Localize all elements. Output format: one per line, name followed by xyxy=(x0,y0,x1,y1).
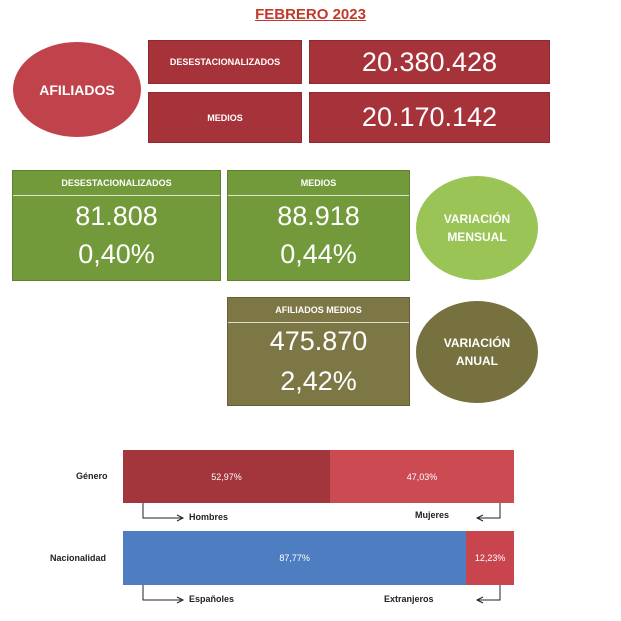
nacionalidad-espanoles-label: Españoles xyxy=(189,594,235,604)
anual-afiliados-medios-percent: 2,42% xyxy=(280,366,357,396)
mensual-medios-percent: 0,44% xyxy=(280,239,357,269)
genero-mujeres-percent: 47,03% xyxy=(406,471,438,482)
mensual-medios-value: 88.918 xyxy=(277,201,360,231)
afiliados-label: AFILIADOS xyxy=(39,81,115,98)
afiliados-desestacionalizados-label-box: DESESTACIONALIZADOS xyxy=(148,40,302,84)
afiliados-medios-value-box: 20.170.142 xyxy=(309,92,550,143)
variacion-mensual-label-line2: MENSUAL xyxy=(447,230,507,244)
mensual-medios-card: MEDIOS 88.918 0,44% xyxy=(227,170,410,281)
mensual-medios-header: MEDIOS xyxy=(228,171,409,196)
anual-afiliados-medios-header: AFILIADOS MEDIOS xyxy=(228,298,409,323)
genero-bar: 52,97% 47,03% xyxy=(123,450,514,503)
espanoles-arrowhead xyxy=(176,596,185,604)
mensual-desestacionalizados-card: DESESTACIONALIZADOS 81.808 0,40% xyxy=(12,170,221,281)
nacionalidad-extranjeros-percent: 12,23% xyxy=(474,553,506,563)
variacion-anual-label-line1: VARIACIÓN xyxy=(443,336,511,350)
hombres-arrow xyxy=(142,503,182,519)
afiliados-medios-label-box: MEDIOS xyxy=(148,92,302,143)
mensual-desestacionalizados-percent: 0,40% xyxy=(78,239,155,269)
nacionalidad-extranjeros-segment: 12,23% xyxy=(466,531,514,585)
variacion-anual-label-line2: ANUAL xyxy=(455,354,498,368)
genero-hombres-label: Hombres xyxy=(189,512,229,522)
nacionalidad-extranjeros-label: Extranjeros xyxy=(384,594,434,604)
afiliados-medios-label: MEDIOS xyxy=(207,112,243,123)
nacionalidad-espanoles-percent: 87,77% xyxy=(279,553,310,563)
anual-afiliados-medios-card: AFILIADOS MEDIOS 475.870 2,42% xyxy=(227,297,410,406)
afiliados-desestacionalizados-value-box: 20.380.428 xyxy=(309,40,550,84)
genero-mujeres-label: Mujeres xyxy=(415,510,450,520)
genero-mujeres-segment: 47,03% xyxy=(330,450,514,503)
page-title: FEBRERO 2023 xyxy=(255,6,366,23)
mensual-desestacionalizados-value: 81.808 xyxy=(75,201,158,231)
genero-label: Género xyxy=(76,471,108,481)
nacionalidad-bar: 87,77% 12,23% xyxy=(123,531,514,585)
mujeres-arrow xyxy=(478,503,501,519)
afiliados-desestacionalizados-value: 20.380.428 xyxy=(361,46,498,77)
anual-afiliados-medios-value: 475.870 xyxy=(269,326,368,356)
espanoles-arrow xyxy=(142,585,182,601)
extranjeros-arrowhead xyxy=(475,596,484,604)
variacion-anual-ellipse: VARIACIÓN ANUAL xyxy=(416,301,538,403)
mujeres-arrowhead xyxy=(475,514,484,522)
variacion-mensual-ellipse: VARIACIÓN MENSUAL xyxy=(416,176,538,280)
extranjeros-arrow xyxy=(478,585,501,601)
afiliados-medios-value: 20.170.142 xyxy=(361,102,498,132)
genero-hombres-percent: 52,97% xyxy=(211,471,242,482)
nacionalidad-label: Nacionalidad xyxy=(50,553,107,563)
variacion-mensual-label-line1: VARIACIÓN xyxy=(443,212,511,226)
mensual-desestacionalizados-header: DESESTACIONALIZADOS xyxy=(13,171,220,196)
afiliados-desestacionalizados-label: DESESTACIONALIZADOS xyxy=(169,57,281,67)
hombres-arrowhead xyxy=(176,514,185,522)
genero-hombres-segment: 52,97% xyxy=(123,450,331,503)
afiliados-ellipse: AFILIADOS xyxy=(13,42,141,137)
nacionalidad-espanoles-segment: 87,77% xyxy=(123,531,467,585)
